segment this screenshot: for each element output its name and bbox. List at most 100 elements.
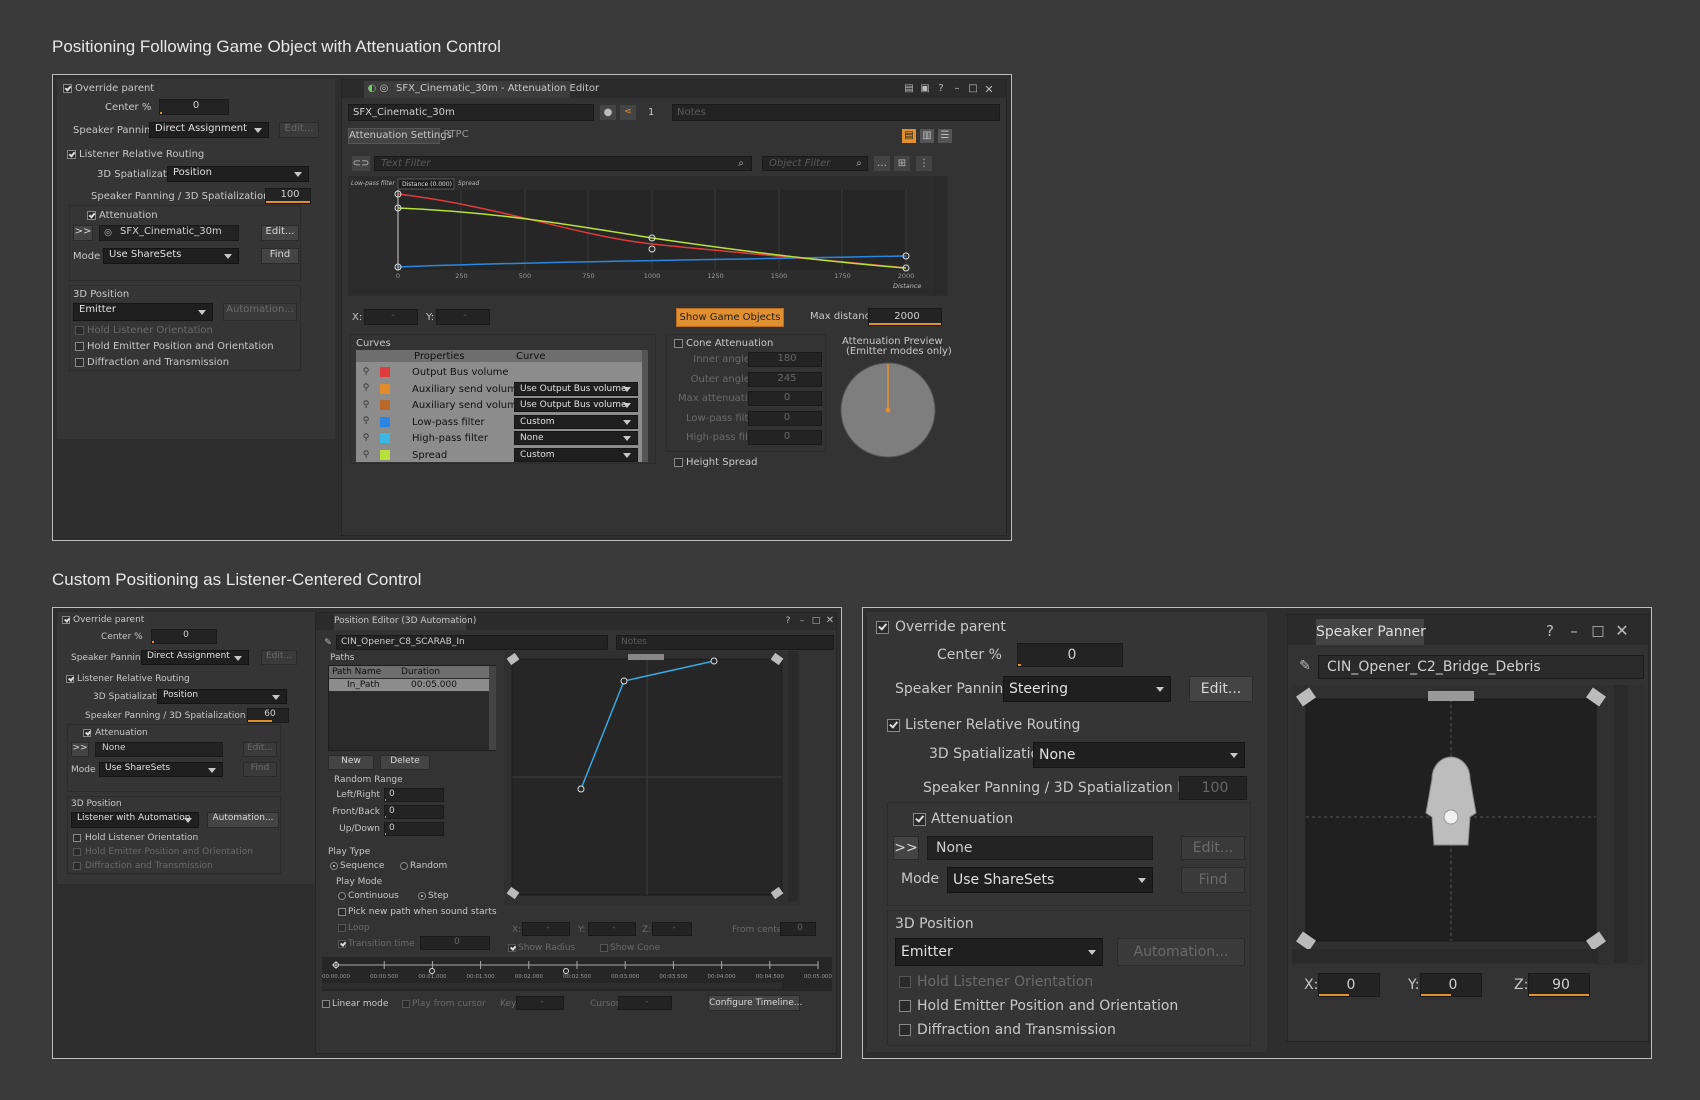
text-filter-input[interactable]: Text Filter [374,156,752,171]
cone-row-field[interactable]: 0 [748,430,822,445]
cone-row-field[interactable]: 0 [748,391,822,406]
s1-attenuation-name-field[interactable]: SFX_Cinematic_30m [99,225,239,241]
zoom-3d-position-dropdown[interactable]: Emitter [895,938,1103,966]
minimize-icon[interactable]: – [1570,621,1578,640]
help-icon[interactable]: ? [785,615,791,626]
zoom-center-field[interactable]: 0 [1017,643,1123,667]
attenuation-name-field[interactable]: SFX_Cinematic_30m [348,104,594,121]
delete-path-button[interactable]: Delete [380,755,430,770]
zoom-spat-dropdown[interactable]: None [1033,742,1245,768]
s1-center-field[interactable]: 0 [159,99,229,115]
s1-override-parent-checkbox[interactable] [63,84,72,93]
filter-icon[interactable]: ⊞ [894,156,910,171]
zoom-diffraction-checkbox[interactable] [899,1024,911,1036]
pin-icon[interactable]: ⚲ [362,432,370,443]
sequence-radio[interactable] [330,862,338,870]
maximize-icon[interactable]: □ [811,615,821,626]
pin-icon[interactable]: ⚲ [362,366,370,377]
s2-automation-button[interactable]: Automation... [207,812,279,828]
s2-override-parent-checkbox[interactable] [62,616,70,624]
s1-speaker-panning-dropdown[interactable]: Direct Assignment [149,122,269,138]
curve-type-dropdown[interactable]: Custom [514,448,638,462]
curve-type-dropdown[interactable]: Custom [514,414,638,429]
s2-mix-field[interactable]: 60 [247,708,289,723]
zoom-hold-emitter-checkbox[interactable] [899,1000,911,1012]
speaker-panner-canvas[interactable] [1292,685,1644,965]
curve-type-dropdown[interactable]: None [514,431,638,446]
s2-attenuation-checkbox[interactable] [83,729,91,737]
panner-z-field[interactable]: 90 [1528,973,1590,997]
curve-type-dropdown[interactable]: Use Output Bus volume [514,398,638,413]
s1-spat-dropdown[interactable]: Position [167,166,309,182]
height-spread-checkbox[interactable] [674,458,683,467]
zoom-listener-routing-checkbox[interactable] [887,719,900,732]
key-field[interactable]: - [516,996,564,1010]
zoom-expand-button[interactable]: >> [893,836,919,860]
cone-row-field[interactable]: 0 [748,410,822,426]
save-icon[interactable]: ▣ [920,83,930,94]
max-distance-field[interactable]: 2000 [868,308,942,326]
layout-stack-icon[interactable]: ☰ [938,129,952,143]
loop-checkbox[interactable] [338,924,346,932]
random-range-row-field[interactable]: 0 [384,805,444,819]
zoom-hold-listener-checkbox[interactable] [899,976,911,988]
s1-3d-position-dropdown[interactable]: Emitter [73,303,213,321]
position-notes-field[interactable]: Notes [616,635,834,650]
from-center-field[interactable]: 0 [780,922,816,936]
pin-icon[interactable]: ⚲ [362,416,370,427]
canvas-y-field[interactable]: - [588,922,636,936]
curves-scrollbar[interactable] [642,350,648,462]
folder-icon[interactable]: ▤ [904,83,914,94]
s1-listener-routing-checkbox[interactable] [67,150,76,159]
s1-automation-button[interactable]: Automation... [223,303,297,321]
cone-row-field[interactable]: 245 [748,371,822,387]
s2-center-field[interactable]: 0 [151,629,217,644]
minimize-icon[interactable]: – [954,83,960,94]
s1-hold-emitter-checkbox[interactable] [75,342,84,351]
random-range-row-field[interactable]: 0 [384,822,444,836]
s1-attenuation-checkbox[interactable] [87,211,96,220]
curve-row[interactable]: ⚲ Spread Custom [356,447,642,463]
graph-x-field[interactable]: - [364,309,418,325]
s2-attenuation-name-field[interactable]: None [95,742,223,757]
play-from-cursor-checkbox[interactable] [402,1000,410,1008]
maximize-icon[interactable]: □ [1591,623,1605,639]
zoom-find-button[interactable]: Find [1181,867,1245,893]
curve-row[interactable]: ⚲ High-pass filter None [356,430,642,446]
random-range-row-field[interactable]: 0 [384,788,444,802]
object-filter-input[interactable]: Object Filter [762,156,868,171]
s2-mode-dropdown[interactable]: Use ShareSets [99,762,223,777]
pin-icon[interactable]: ⚲ [362,383,370,394]
zoom-panning-edit-button[interactable]: Edit... [1189,676,1253,702]
color-icon[interactable]: ● [600,105,616,120]
s2-speaker-panning-dropdown[interactable]: Direct Assignment [141,650,249,665]
zoom-automation-button[interactable]: Automation... [1117,938,1245,966]
position-canvas[interactable] [504,651,800,905]
s2-diffraction-checkbox[interactable] [73,862,81,870]
s2-panning-edit-button[interactable]: Edit... [261,650,297,665]
transition-time-checkbox[interactable] [338,940,346,948]
notes-field[interactable]: Notes [672,104,1000,121]
speaker-panner-name-field[interactable]: CIN_Opener_C2_Bridge_Debris [1318,655,1644,679]
canvas-z-field[interactable]: - [652,922,692,936]
menu-icon[interactable]: ⋮ [916,156,932,171]
graph-y-field[interactable]: - [436,309,490,325]
configure-timeline-button[interactable]: Configure Timeline... [708,995,802,1011]
cone-row-field[interactable]: 180 [748,352,822,367]
tab-attenuation-settings[interactable]: Attenuation Settings [348,128,452,144]
close-icon[interactable]: ✕ [1615,621,1629,640]
s1-mode-dropdown[interactable]: Use ShareSets [103,248,239,264]
help-icon[interactable]: ? [938,83,944,94]
close-icon[interactable]: ✕ [984,82,994,96]
s2-find-button[interactable]: Find [243,762,277,777]
continuous-radio[interactable] [338,892,346,900]
show-radius-checkbox[interactable] [508,944,516,952]
cone-attenuation-checkbox[interactable] [674,339,683,348]
zoom-mix-field[interactable]: 100 [1179,776,1247,800]
s1-panning-edit-button[interactable]: Edit... [279,122,319,138]
layout-split-icon[interactable]: ▥ [920,129,934,143]
s2-listener-routing-checkbox[interactable] [66,675,74,683]
s2-3d-position-dropdown[interactable]: Listener with Automation [71,812,199,828]
transition-time-field[interactable]: 0 [420,936,490,950]
s1-mix-field[interactable]: 100 [265,188,311,204]
